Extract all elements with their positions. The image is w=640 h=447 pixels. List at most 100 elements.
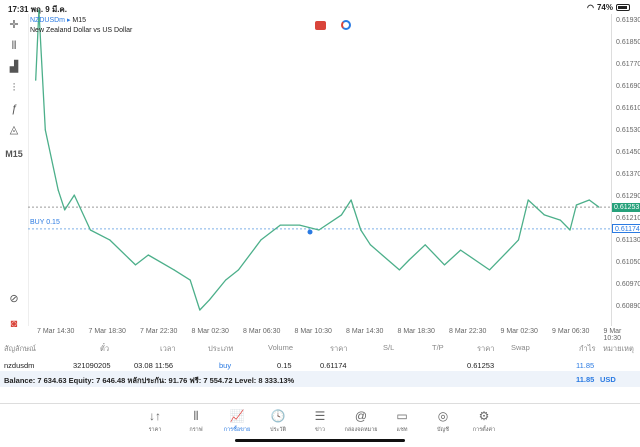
nav-icon: ⚙: [478, 409, 490, 423]
current-price-tag: 0.61253: [612, 202, 640, 212]
nav-item-6[interactable]: ▭ แชท: [382, 409, 422, 434]
nav-label: การซื้อขาย: [223, 427, 251, 433]
y-tick-label: 0.61690: [616, 83, 640, 90]
nav-item-3[interactable]: 🕓 ประวัติ: [258, 409, 298, 434]
price-point: [224, 279, 227, 281]
col-open-price[interactable]: ราคา: [330, 344, 348, 353]
price-point: [189, 279, 191, 281]
order-line-label[interactable]: BUY 0.15: [30, 218, 60, 226]
x-tick-label: 8 Mar 06:30: [243, 328, 281, 335]
nav-icon: @: [354, 409, 368, 423]
col-volume[interactable]: Volume: [268, 343, 294, 352]
price-point: [543, 214, 545, 216]
price-point: [134, 264, 137, 266]
col-tp[interactable]: T/P: [432, 343, 444, 352]
price-point: [527, 199, 529, 201]
function-icon[interactable]: ƒ: [10, 103, 18, 115]
nav-icon: ↓↑: [149, 409, 161, 423]
x-tick-label: 7 Mar 18:30: [88, 328, 126, 335]
cell-ticket: 321090205: [73, 361, 111, 370]
home-indicator: [235, 439, 405, 442]
currency: USD: [600, 375, 616, 384]
y-tick-label: 0.61210: [616, 215, 640, 222]
trade-entry-marker-icon[interactable]: [307, 229, 313, 235]
col-profit[interactable]: กำไร: [579, 344, 596, 353]
price-point: [398, 269, 401, 271]
price-point: [57, 189, 59, 191]
y-tick-label: 0.61050: [616, 259, 640, 266]
nav-item-8[interactable]: ⚙ การตั้งค่า: [464, 409, 504, 434]
x-tick-label: 9 Mar 06:30: [552, 328, 590, 335]
col-sl[interactable]: S/L: [383, 343, 395, 352]
x-tick-label: 7 Mar 14:30: [37, 328, 75, 335]
balance-bar: Balance: 7 634.63 Equity: 7 646.48 หลักป…: [0, 371, 640, 387]
nav-item-1[interactable]: ⫴ กราฟ: [176, 409, 216, 434]
price-point: [340, 214, 343, 216]
balance-summary: Balance: 7 634.63 Equity: 7 646.48 หลักป…: [4, 376, 295, 385]
price-point: [237, 269, 240, 271]
price-point: [147, 254, 149, 256]
one-click-trading-icon[interactable]: ◙: [10, 318, 18, 330]
sell-button-icon[interactable]: [315, 21, 326, 30]
price-point: [360, 229, 362, 231]
indicators-icon[interactable]: ▟: [9, 61, 19, 73]
y-tick-label: 0.61450: [616, 149, 640, 156]
nav-item-7[interactable]: ◎ บัญชี: [423, 409, 463, 434]
symbol-name[interactable]: NZDUSDm: [30, 17, 65, 24]
table-row[interactable]: nzdusdm 321090205 03.08 11:56 buy 0.15 0…: [0, 357, 640, 373]
col-comment[interactable]: หมายเหตุ: [603, 344, 634, 353]
price-point: [350, 199, 352, 201]
table-header: สัญลักษณ์ ตั๋ว เวลา ประเภท Volume ราคา S…: [0, 339, 640, 355]
price-point: [109, 239, 111, 241]
x-tick-label: 7 Mar 22:30: [140, 328, 178, 335]
price-point: [575, 204, 578, 206]
objects-icon[interactable]: ◬: [9, 124, 19, 136]
nav-label: กราฟ: [189, 427, 203, 433]
nav-label: ข่าว: [315, 427, 325, 433]
nav-label: การตั้งค่า: [472, 427, 496, 433]
buy-sell-toggle-icon[interactable]: [341, 20, 351, 30]
price-point: [318, 229, 320, 231]
col-symbol[interactable]: สัญลักษณ์: [4, 344, 37, 353]
battery-icon: [616, 4, 630, 11]
chart-type-icon[interactable]: ⫴: [11, 40, 17, 52]
price-point: [588, 199, 590, 201]
chart-legend: NZDUSDm ▸ M15 New Zealand Dollar vs US D…: [30, 17, 133, 34]
y-tick-label: 0.61370: [616, 171, 640, 178]
col-swap[interactable]: Swap: [511, 343, 530, 352]
x-tick-label: 8 Mar 02:30: [191, 328, 229, 335]
price-point: [459, 249, 462, 251]
price-chart-svg: [28, 9, 612, 311]
price-point: [299, 224, 301, 226]
price-point: [517, 239, 520, 241]
timeframe: M15: [72, 17, 87, 24]
nav-label: กล่องจดหมาย: [344, 427, 378, 433]
nav-item-0[interactable]: ↓↑ ราคา: [135, 409, 175, 434]
nav-item-5[interactable]: @ กล่องจดหมาย: [341, 409, 381, 434]
y-tick-label: 0.61930: [616, 17, 640, 24]
crosshair-icon[interactable]: ✛: [9, 19, 19, 31]
col-type[interactable]: ประเภท: [208, 344, 234, 353]
price-point: [260, 239, 262, 241]
col-price[interactable]: ราคา: [477, 344, 495, 353]
x-tick-label: 8 Mar 22:30: [449, 328, 487, 335]
nav-icon: ⫴: [193, 409, 199, 423]
price-chart[interactable]: [28, 14, 612, 326]
zoom-icon[interactable]: ⊘: [9, 293, 19, 305]
timeframe-button[interactable]: M15: [5, 149, 23, 159]
col-ticket[interactable]: ตั๋ว: [100, 344, 110, 353]
order-price-tag: 0.61174: [612, 224, 640, 234]
cell-symbol: nzdusdm: [4, 361, 35, 370]
nav-item-2[interactable]: 📈 การซื้อขาย: [217, 409, 257, 434]
x-tick-label: 8 Mar 18:30: [397, 328, 435, 335]
settings-sliders-icon[interactable]: ⫶: [12, 82, 16, 94]
price-point: [424, 244, 426, 246]
y-tick-label: 0.60890: [616, 303, 640, 310]
x-tick-label: 8 Mar 10:30: [294, 328, 332, 335]
nav-icon: 🕓: [270, 409, 286, 423]
y-tick-label: 0.61530: [616, 127, 640, 134]
status-time: 17:31 พฤ. 9 มี.ค.: [8, 5, 68, 14]
cell-profit: 11.85: [576, 361, 595, 370]
nav-item-4[interactable]: ☰ ข่าว: [300, 409, 340, 434]
col-time[interactable]: เวลา: [160, 344, 176, 353]
